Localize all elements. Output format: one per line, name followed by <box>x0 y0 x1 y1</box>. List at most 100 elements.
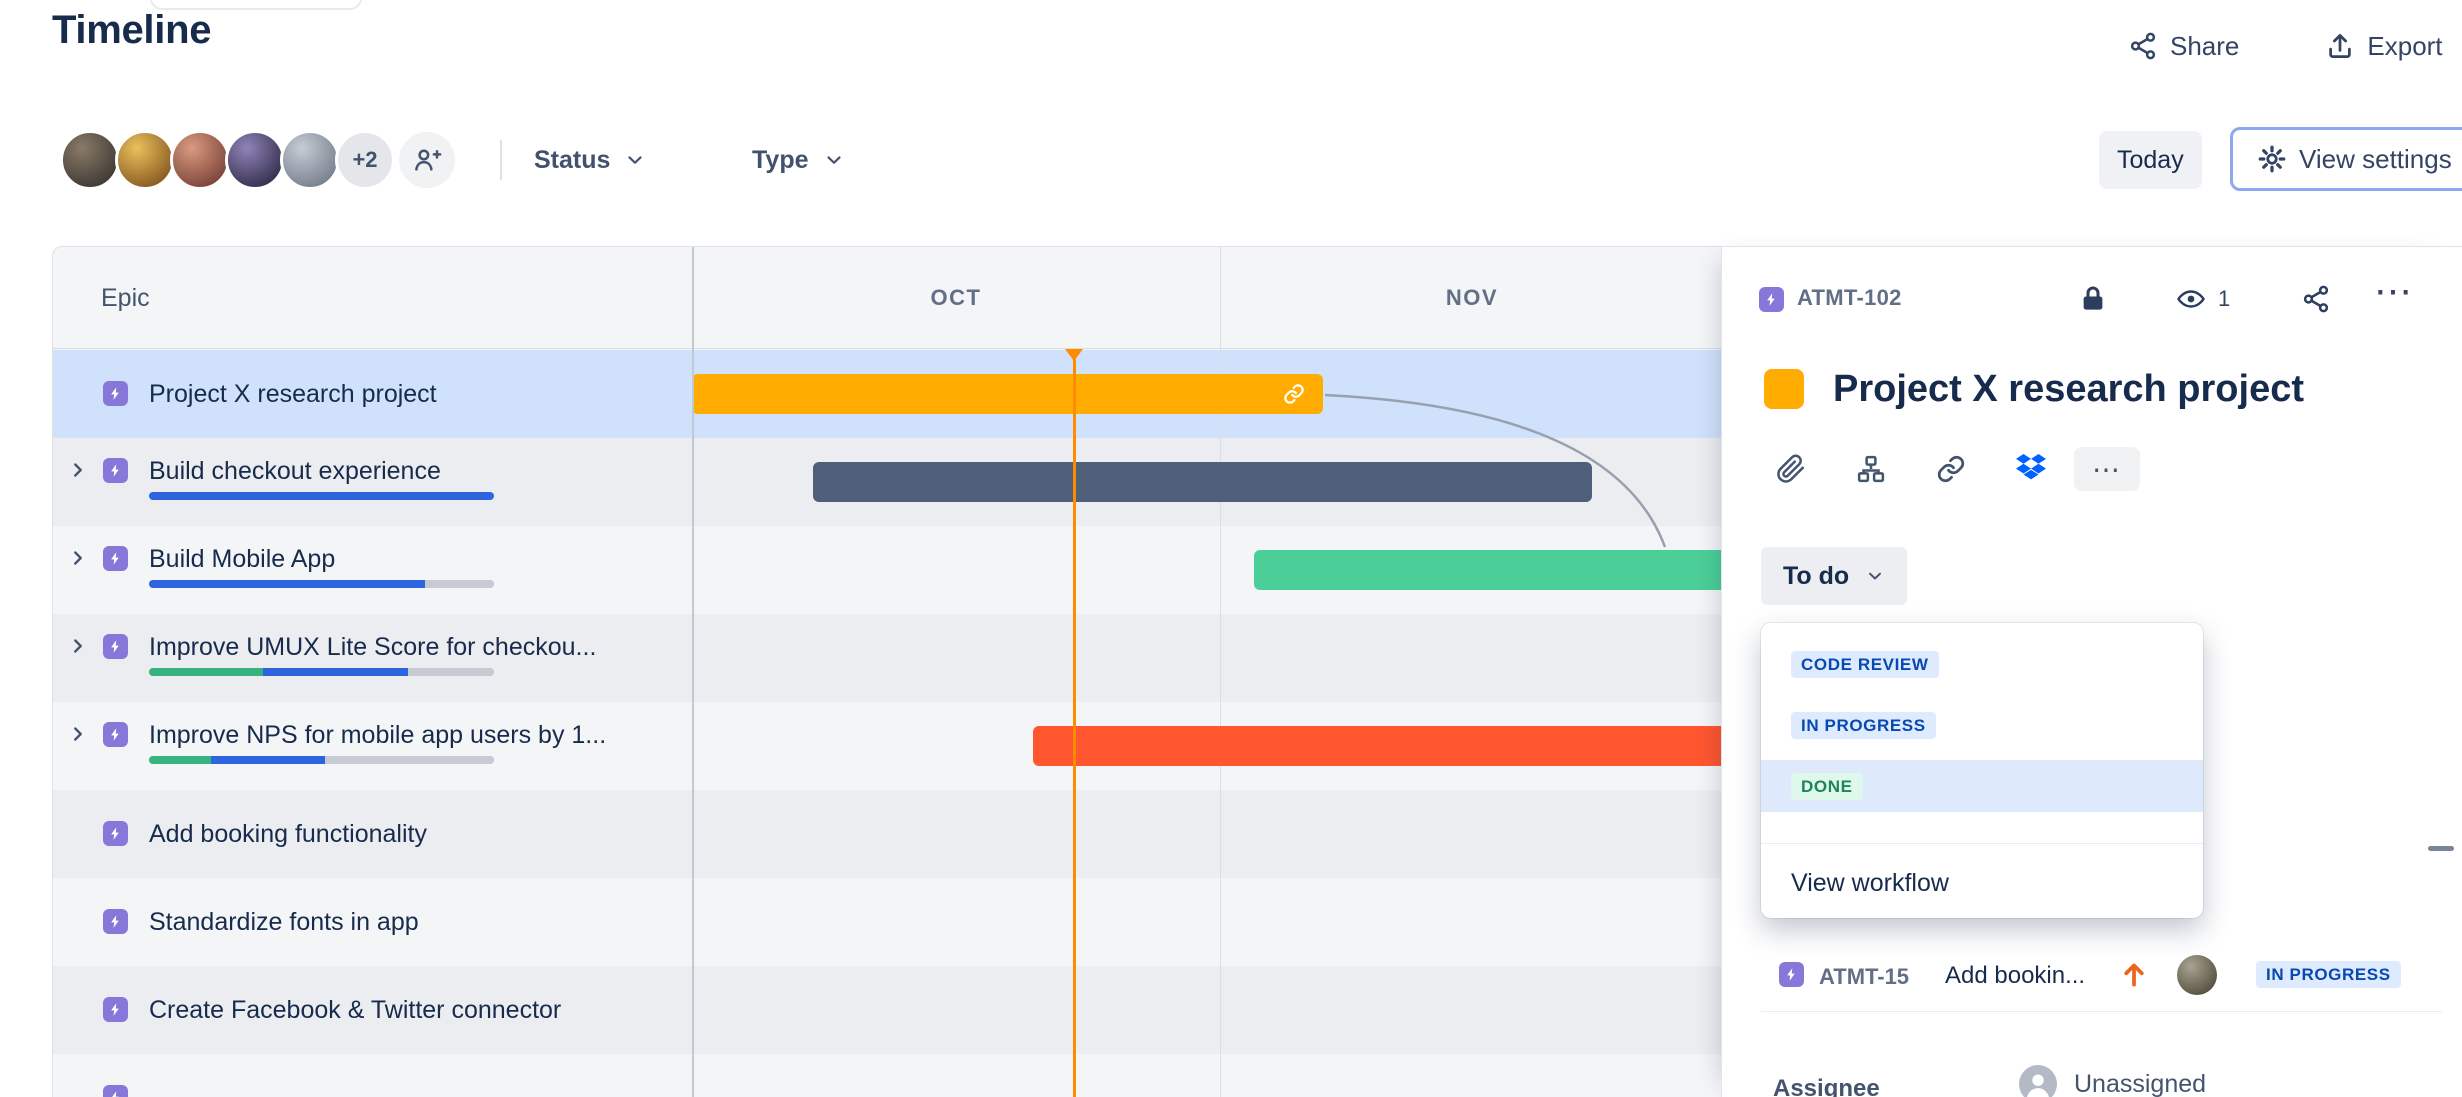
epic-icon <box>103 634 128 659</box>
add-child-button[interactable] <box>1847 445 1895 493</box>
status-filter-dropdown[interactable]: Status <box>534 128 646 192</box>
link-icon[interactable] <box>1283 383 1305 405</box>
share-icon <box>2128 31 2158 61</box>
status-lozenge: DONE <box>1791 772 1863 800</box>
epic-progress-bar <box>149 580 494 588</box>
assignee-avatar[interactable] <box>2177 955 2217 995</box>
epic-list-row[interactable]: Improve UMUX Lite Score for checkou... <box>53 614 692 702</box>
view-settings-label: View settings <box>2299 143 2452 174</box>
export-label: Export <box>2367 30 2443 61</box>
epic-list-row[interactable]: Build checkout experience <box>53 438 692 526</box>
column-resize-divider[interactable] <box>692 247 694 1097</box>
epic-column-header: Epic <box>101 283 150 312</box>
epic-label: Improve NPS for mobile app users by 1... <box>149 720 607 749</box>
epic-color-swatch[interactable] <box>1764 369 1804 409</box>
epic-progress-bar <box>149 492 494 500</box>
share-button[interactable]: Share <box>2128 31 2239 62</box>
user-avatar[interactable] <box>280 130 340 190</box>
status-label: To do <box>1783 561 1850 590</box>
attach-button[interactable] <box>1767 445 1815 493</box>
user-avatar[interactable] <box>170 130 230 190</box>
unassigned-avatar-icon <box>2019 1065 2057 1097</box>
watchers-count: 1 <box>2218 286 2231 311</box>
epic-icon <box>103 458 128 483</box>
epic-icon <box>103 821 128 846</box>
avatar-overflow-badge[interactable]: +2 <box>335 130 395 190</box>
epic-icon <box>103 381 128 406</box>
user-avatar[interactable] <box>115 130 175 190</box>
epic-label: Add booking functionality <box>149 819 427 848</box>
more-quick-actions-button[interactable]: ⋯ <box>2074 447 2140 491</box>
export-icon <box>2325 31 2355 61</box>
epic-label: Build Mobile App <box>149 544 336 573</box>
epic-list-row[interactable]: Build Mobile App <box>53 526 692 614</box>
view-settings-button[interactable]: View settings <box>2230 127 2462 191</box>
board-header: Epic OCT NOV <box>53 247 2462 349</box>
add-person-icon <box>412 145 442 175</box>
more-actions-icon[interactable]: ⋯ <box>2374 271 2414 313</box>
user-avatar[interactable] <box>225 130 285 190</box>
view-workflow-link[interactable]: View workflow <box>1791 861 1949 905</box>
today-line <box>1073 359 1076 1097</box>
divider <box>1761 1011 2442 1012</box>
type-filter-label: Type <box>752 145 809 174</box>
gantt-bar[interactable] <box>813 462 1592 502</box>
epic-list-row[interactable]: Improve NPS for mobile app users by 1... <box>53 702 692 790</box>
toolbar-divider <box>500 140 502 180</box>
issue-key[interactable]: ATMT-102 <box>1797 285 1902 310</box>
epic-list-row[interactable]: Create Facebook & Twitter connector <box>53 966 692 1054</box>
expand-chevron-icon[interactable] <box>67 547 89 569</box>
link-issue-button[interactable] <box>1927 445 1975 493</box>
status-filter-label: Status <box>534 145 611 174</box>
child-issue-row[interactable]: ATMT-15 Add bookin... IN PROGRESS <box>1761 947 2442 1003</box>
export-button[interactable]: Export <box>2325 30 2443 62</box>
gantt-bar[interactable] <box>1254 550 1746 590</box>
epic-label: Improve UMUX Lite Score for checkou... <box>149 632 597 661</box>
epic-label: Build checkout experience <box>149 456 441 485</box>
panel-edge-handle[interactable] <box>2428 846 2454 851</box>
child-status-lozenge[interactable]: IN PROGRESS <box>2256 961 2401 988</box>
epic-label: Standardize fonts in app <box>149 907 419 936</box>
lock-icon[interactable] <box>2078 284 2108 314</box>
status-dropdown-menu: CODE REVIEW IN PROGRESS DONE View workflow <box>1761 623 2203 918</box>
assignee-field-value[interactable]: Unassigned <box>2019 1065 2206 1097</box>
type-filter-dropdown[interactable]: Type <box>752 128 845 192</box>
epic-progress-bar <box>149 756 494 764</box>
epic-progress-bar <box>149 668 494 676</box>
epic-list-row[interactable] <box>53 1054 692 1097</box>
gantt-bar[interactable] <box>692 374 1323 414</box>
status-option-done[interactable]: DONE <box>1761 760 2203 812</box>
status-lozenge: IN PROGRESS <box>1791 711 1936 739</box>
epic-icon <box>1779 962 1804 987</box>
expand-chevron-icon[interactable] <box>67 635 89 657</box>
today-marker-icon <box>1065 349 1083 361</box>
gantt-bar[interactable] <box>1033 726 1746 766</box>
epic-icon <box>103 997 128 1022</box>
epic-icon <box>103 546 128 571</box>
toolbar: +2 Status Type Today View setti <box>0 118 2462 202</box>
epic-list-row[interactable]: Standardize fonts in app <box>53 878 692 966</box>
issue-title[interactable]: Project X research project <box>1833 368 2304 410</box>
expand-chevron-icon[interactable] <box>67 459 89 481</box>
chevron-down-icon <box>624 149 646 171</box>
add-person-button[interactable] <box>399 132 455 188</box>
status-lozenge: CODE REVIEW <box>1791 650 1939 678</box>
status-option-code-review[interactable]: CODE REVIEW <box>1761 638 2203 690</box>
dropbox-button[interactable] <box>2007 445 2055 493</box>
epic-list-row[interactable]: Add booking functionality <box>53 790 692 878</box>
avatar-group: +2 <box>60 130 455 190</box>
link-icon <box>1936 454 1966 484</box>
status-dropdown-button[interactable]: To do <box>1761 547 1908 605</box>
gear-icon <box>2257 144 2287 174</box>
child-issue-key: ATMT-15 <box>1819 964 1910 989</box>
expand-chevron-icon[interactable] <box>67 723 89 745</box>
assignee-field-label: Assignee <box>1773 1075 1880 1097</box>
topbar-actions: Share Export <box>2128 24 2443 68</box>
status-option-in-progress[interactable]: IN PROGRESS <box>1761 699 2203 751</box>
today-button[interactable]: Today <box>2099 131 2202 189</box>
user-avatar[interactable] <box>60 130 120 190</box>
priority-up-icon <box>2119 959 2149 989</box>
epic-list-row[interactable]: Project X research project <box>53 350 692 438</box>
watch-eye-icon[interactable] <box>2176 284 2206 314</box>
share-icon[interactable] <box>2301 284 2331 314</box>
